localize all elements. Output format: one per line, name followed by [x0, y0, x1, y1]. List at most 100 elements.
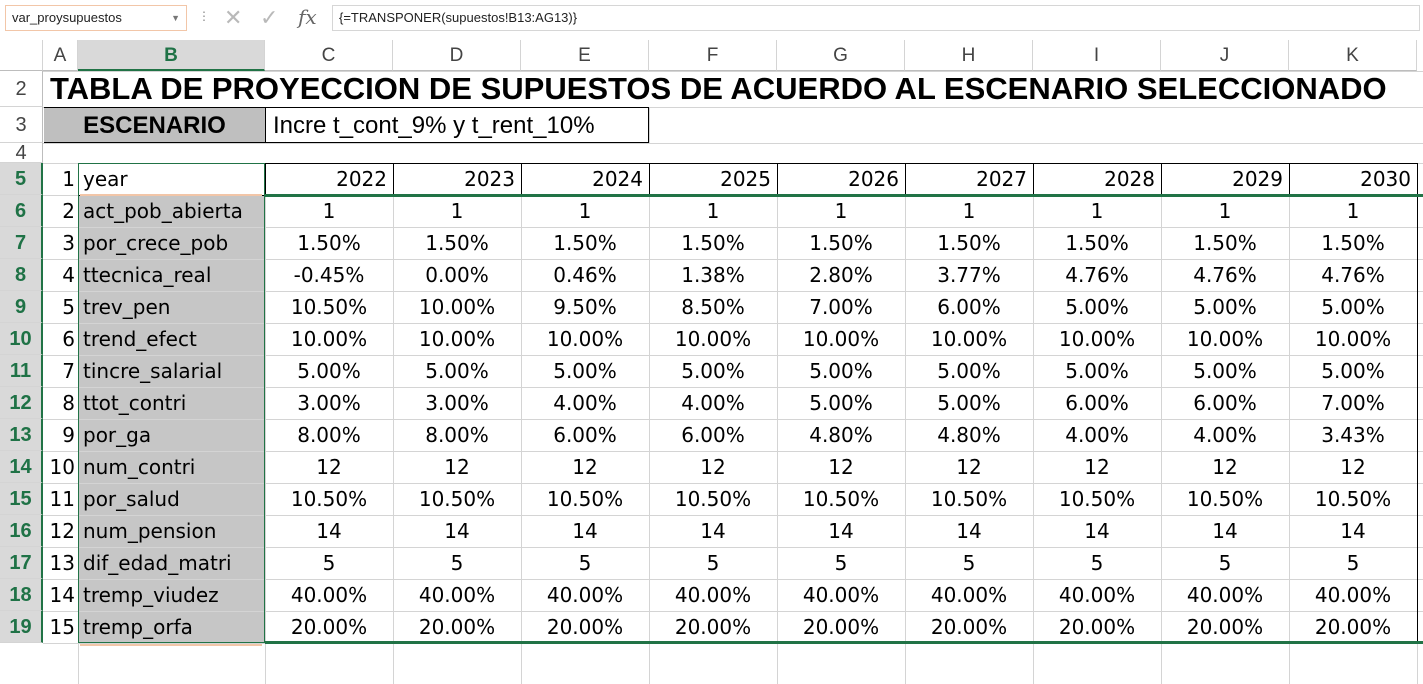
value-cell[interactable]: 10.50%	[1314, 487, 1392, 511]
value-cell[interactable]: 14	[956, 519, 982, 543]
row-index[interactable]: 14	[49, 583, 75, 607]
variable-name[interactable]: por_salud	[79, 484, 265, 515]
value-cell[interactable]: 10.00%	[674, 327, 752, 351]
value-cell[interactable]: 10.00%	[418, 327, 496, 351]
value-cell[interactable]: 7.00%	[1321, 391, 1385, 415]
chevron-down-icon[interactable]: ▼	[171, 13, 180, 23]
value-cell[interactable]: 40.00%	[802, 583, 880, 607]
value-cell[interactable]: 1	[450, 199, 464, 223]
value-cell[interactable]: 5	[1218, 551, 1232, 575]
value-cell[interactable]: 20.00%	[290, 615, 368, 639]
value-cell[interactable]: 10.50%	[290, 295, 368, 319]
variable-name[interactable]: tremp_viudez	[79, 580, 265, 611]
row-header-18[interactable]: 18	[0, 579, 43, 611]
value-cell[interactable]: 10.00%	[290, 327, 368, 351]
row-index[interactable]: 15	[49, 615, 75, 639]
name-box[interactable]: var_proysupuestos ▼	[5, 5, 187, 31]
value-cell[interactable]: 1	[1090, 199, 1104, 223]
value-cell[interactable]: 14	[700, 519, 726, 543]
variable-name[interactable]: ttot_contri	[79, 388, 265, 419]
row-header-15[interactable]: 15	[0, 483, 43, 515]
row-header-2[interactable]: 2	[0, 71, 43, 107]
year-cell[interactable]: 2023	[464, 167, 515, 191]
value-cell[interactable]: 10.00%	[418, 295, 496, 319]
value-cell[interactable]: 10.50%	[1058, 487, 1136, 511]
value-cell[interactable]: 4.00%	[1193, 423, 1257, 447]
more-options-icon[interactable]: ⋮	[198, 9, 210, 23]
value-cell[interactable]: 4.80%	[937, 423, 1001, 447]
value-cell[interactable]: 40.00%	[546, 583, 624, 607]
row-index[interactable]: 11	[49, 487, 75, 511]
value-cell[interactable]: 40.00%	[1058, 583, 1136, 607]
row-header-6[interactable]: 6	[0, 195, 43, 227]
year-cell[interactable]: 2025	[720, 167, 771, 191]
value-cell[interactable]: 10.00%	[802, 327, 880, 351]
value-cell[interactable]: 7.00%	[809, 295, 873, 319]
row-index[interactable]: 12	[49, 519, 75, 543]
value-cell[interactable]: 6.00%	[1065, 391, 1129, 415]
value-cell[interactable]: 1.50%	[937, 231, 1001, 255]
variable-name[interactable]: trend_efect	[79, 324, 265, 355]
year-cell[interactable]: 2026	[848, 167, 899, 191]
value-cell[interactable]: 14	[316, 519, 342, 543]
value-cell[interactable]: 12	[1084, 455, 1110, 479]
value-cell[interactable]: 5	[1090, 551, 1104, 575]
year-cell[interactable]: 2022	[336, 167, 387, 191]
value-cell[interactable]: 14	[1340, 519, 1366, 543]
value-cell[interactable]: 5.00%	[937, 391, 1001, 415]
value-cell[interactable]: 10.50%	[290, 487, 368, 511]
row-header-16[interactable]: 16	[0, 515, 43, 547]
row-header-9[interactable]: 9	[0, 291, 43, 323]
variable-name[interactable]: num_pension	[79, 516, 265, 547]
value-cell[interactable]: 5	[706, 551, 720, 575]
value-cell[interactable]: 5	[1346, 551, 1360, 575]
value-cell[interactable]: 5.00%	[1193, 295, 1257, 319]
value-cell[interactable]: 1	[1346, 199, 1360, 223]
value-cell[interactable]: 10.00%	[1186, 327, 1264, 351]
value-cell[interactable]: 10.50%	[802, 487, 880, 511]
row-header-14[interactable]: 14	[0, 451, 43, 483]
value-cell[interactable]: 1	[962, 199, 976, 223]
value-cell[interactable]: 4.00%	[553, 391, 617, 415]
value-cell[interactable]: 40.00%	[290, 583, 368, 607]
row-index[interactable]: 9	[62, 423, 75, 447]
value-cell[interactable]: 10.00%	[930, 327, 1008, 351]
row-index[interactable]: 2	[62, 199, 75, 223]
row-header-17[interactable]: 17	[0, 547, 43, 579]
value-cell[interactable]: 1	[1218, 199, 1232, 223]
enter-icon[interactable]: ✓	[260, 5, 279, 30]
value-cell[interactable]: 6.00%	[1193, 391, 1257, 415]
value-cell[interactable]: 10.50%	[546, 487, 624, 511]
column-header-g[interactable]: G	[777, 40, 905, 71]
row-header-12[interactable]: 12	[0, 387, 43, 419]
value-cell[interactable]: 6.00%	[553, 423, 617, 447]
row-header-19[interactable]: 19	[0, 611, 43, 643]
value-cell[interactable]: 1.50%	[1193, 231, 1257, 255]
value-cell[interactable]: 5.00%	[1321, 295, 1385, 319]
value-cell[interactable]: 14	[444, 519, 470, 543]
value-cell[interactable]: 5.00%	[1065, 359, 1129, 383]
value-cell[interactable]: 5.00%	[425, 359, 489, 383]
row-index[interactable]: 3	[62, 231, 75, 255]
year-cell[interactable]: 2028	[1104, 167, 1155, 191]
variable-name[interactable]: por_crece_pob	[79, 228, 265, 259]
value-cell[interactable]: 1	[706, 199, 720, 223]
value-cell[interactable]: 40.00%	[674, 583, 752, 607]
variable-name[interactable]: tremp_orfa	[79, 612, 265, 643]
value-cell[interactable]: 5.00%	[297, 359, 361, 383]
variable-name[interactable]: ttecnica_real	[79, 260, 265, 291]
row-index[interactable]: 6	[62, 327, 75, 351]
column-header-j[interactable]: J	[1161, 40, 1289, 71]
value-cell[interactable]: 3.00%	[425, 391, 489, 415]
column-header-i[interactable]: I	[1033, 40, 1161, 71]
formula-input[interactable]: {=TRANSPONER(supuestos!B13:AG13)}	[332, 5, 1420, 31]
value-cell[interactable]: 5	[834, 551, 848, 575]
value-cell[interactable]: 1.50%	[809, 231, 873, 255]
row-index[interactable]: 10	[49, 455, 75, 479]
row-index[interactable]: 8	[62, 391, 75, 415]
variable-name[interactable]: dif_edad_matri	[79, 548, 265, 579]
value-cell[interactable]: 1	[578, 199, 592, 223]
year-cell[interactable]: 2027	[976, 167, 1027, 191]
value-cell[interactable]: 1	[322, 199, 336, 223]
value-cell[interactable]: 12	[1340, 455, 1366, 479]
